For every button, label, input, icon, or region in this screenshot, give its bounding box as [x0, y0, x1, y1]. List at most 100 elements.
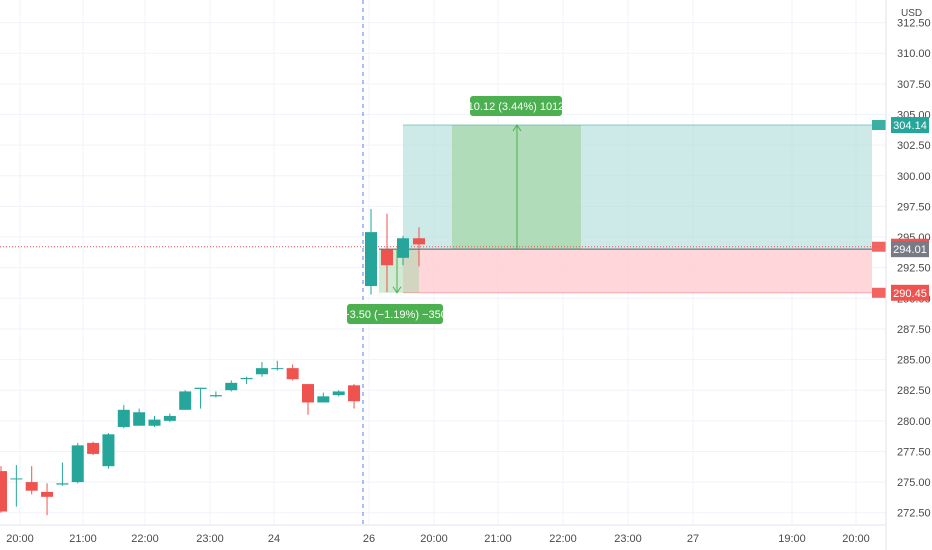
- target-badge-label: 10.12 (3.44%) 1012: [468, 101, 565, 113]
- candle: [302, 384, 314, 415]
- y-tick-label: 282.50: [897, 385, 931, 397]
- time-axis[interactable]: 20:00 21:00 22:00 23:00 24 26 20:00 21:00 22:00 2…: [0, 524, 886, 545]
- candle: [225, 380, 238, 392]
- target-price-badge: 304.14: [891, 117, 929, 134]
- candle: [71, 442, 84, 484]
- y-tick-label: 292.50: [897, 263, 931, 275]
- candle: [148, 415, 161, 427]
- x-tick-label: 20:00: [420, 533, 448, 545]
- candle-body: [10, 478, 23, 480]
- candle-body: [365, 232, 377, 287]
- candle: [317, 392, 330, 403]
- stop-arrow-head: [392, 286, 402, 294]
- candle-body: [332, 391, 345, 396]
- candle-body: [117, 409, 130, 427]
- candle-body: [240, 377, 253, 380]
- candle-body: [163, 415, 176, 421]
- x-tick-label: 21:00: [69, 533, 97, 545]
- candle-body: [56, 483, 69, 485]
- y-tick-label: 310.00: [897, 48, 931, 60]
- candle: [209, 391, 222, 398]
- stop-badge-bg: [347, 304, 443, 324]
- candle-body: [286, 368, 299, 380]
- candle-body: [194, 387, 207, 389]
- candle: [348, 384, 361, 409]
- candle-body: [271, 368, 284, 370]
- candle-body: [209, 395, 222, 397]
- position-zones[interactable]: [0, 120, 886, 298]
- entry-price-badge-label: 294.01: [893, 244, 927, 256]
- candle: [240, 376, 253, 385]
- entry-price-badge: 294.01: [891, 241, 929, 258]
- candle: [332, 390, 345, 397]
- candle: [10, 464, 23, 507]
- candle: [163, 413, 176, 423]
- candle-body: [71, 445, 84, 483]
- x-tick-label: 27: [687, 533, 699, 545]
- y-tick-label: 300.00: [897, 171, 931, 183]
- x-tick-label: 22:00: [131, 533, 159, 545]
- candle: [179, 390, 192, 410]
- candle-body: [41, 491, 54, 497]
- loss-zone: [403, 249, 872, 293]
- candle-body: [413, 238, 425, 245]
- candle: [255, 362, 268, 377]
- target-badge: 10.12 (3.44%) 1012: [468, 96, 565, 116]
- candle: [381, 213, 393, 293]
- x-tick-label: 20:00: [842, 533, 870, 545]
- stop-price-badge: 290.45: [891, 284, 929, 301]
- candle-body: [381, 249, 393, 266]
- x-tick-label: 21:00: [484, 533, 512, 545]
- y-tick-label: 277.50: [897, 446, 931, 458]
- candle-body: [87, 442, 100, 454]
- candle-body: [0, 471, 7, 512]
- candle: [133, 408, 146, 426]
- x-tick-label: 23:00: [196, 533, 224, 545]
- candle: [397, 235, 409, 266]
- candle-body: [102, 434, 115, 467]
- x-tick-label: 22:00: [549, 533, 577, 545]
- candle: [271, 360, 284, 371]
- candle: [102, 433, 115, 469]
- candle-body: [133, 412, 146, 426]
- y-tick-label: 307.50: [897, 79, 931, 91]
- candle: [413, 227, 425, 267]
- candle-body: [225, 382, 238, 391]
- candle: [194, 387, 207, 409]
- stop-price-badge-label: 290.45: [893, 288, 927, 300]
- axis-side-marker: [872, 287, 886, 298]
- candle: [87, 441, 100, 456]
- axis-side-marker: [872, 120, 886, 131]
- y-tick-label: 285.00: [897, 355, 931, 367]
- candle-body: [255, 368, 268, 375]
- candle: [117, 404, 130, 429]
- y-tick-label: 275.00: [897, 477, 931, 489]
- candle-body: [148, 419, 161, 426]
- candle: [365, 208, 377, 295]
- candle-body: [317, 396, 330, 403]
- candle-body: [179, 391, 192, 410]
- axis-side-marker: [872, 241, 886, 252]
- y-tick-label: 272.50: [897, 508, 931, 520]
- x-tick-label: 26: [363, 533, 375, 545]
- entry-price-badge-bg: [891, 241, 929, 258]
- price-axis[interactable]: USD 272.50 275.00 277.50 280.00 282.50 285.00…: [885, 0, 931, 550]
- candle: [41, 483, 54, 516]
- candle: [25, 466, 38, 495]
- x-tick-label: 23:00: [614, 533, 642, 545]
- candle: [286, 364, 299, 381]
- candle: [56, 462, 69, 486]
- candle-body: [25, 482, 38, 491]
- x-tick-label: 19:00: [778, 533, 806, 545]
- y-tick-label: 287.50: [897, 324, 931, 336]
- x-tick-label: 24: [268, 533, 280, 545]
- candles: [0, 208, 425, 516]
- stop-badge: −3.50 (−1.19%) −350: [343, 304, 447, 324]
- candle-body: [348, 385, 361, 402]
- position-annotations: 10.12 (3.44%) 1012 −3.50 (−1.19%) −350: [343, 96, 564, 324]
- target-price-badge-bg: [891, 117, 929, 134]
- stop-price-badge-bg: [891, 284, 929, 301]
- target-arrow-head: [512, 124, 522, 132]
- target-price-badge-label: 304.14: [893, 120, 927, 132]
